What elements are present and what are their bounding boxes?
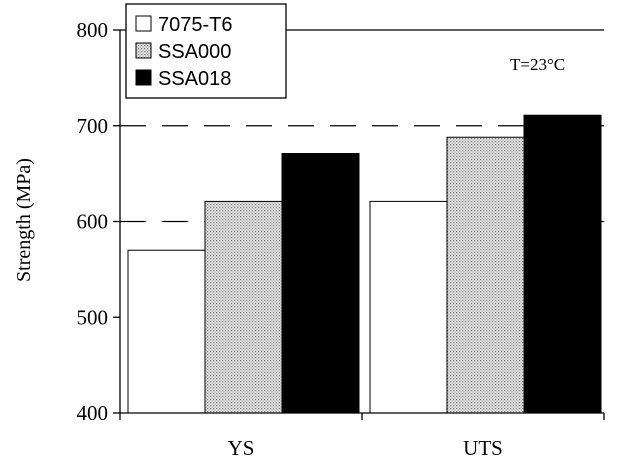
legend: 7075-T6 SSA000 SSA018 (125, 3, 287, 99)
y-axis-title: Strength (MPa) (13, 158, 35, 282)
x-tick-label-ys: YS (228, 436, 255, 460)
legend-swatch-7075-t6 (135, 15, 152, 32)
bar-uts-ssa000 (446, 136, 525, 414)
legend-label-7075-t6: 7075-T6 (158, 14, 233, 36)
bar-ys-ssa000 (204, 200, 283, 414)
bar-uts-ssa018 (523, 114, 602, 414)
legend-box (125, 3, 287, 99)
temperature-annotation: T=23°C (510, 55, 565, 74)
y-tick-label-800: 800 (77, 18, 109, 42)
y-tick-label-600: 600 (77, 210, 109, 234)
bar-uts-7075-t6 (369, 200, 448, 414)
y-tick-label-400: 400 (77, 401, 109, 425)
legend-swatch-ssa000 (135, 42, 152, 59)
y-tick-label-500: 500 (77, 305, 109, 329)
axes: 400 500 600 700 800 YS UTS (77, 18, 605, 460)
bars (127, 114, 602, 414)
y-tick-label-700: 700 (77, 114, 109, 138)
legend-label-ssa018: SSA018 (158, 68, 231, 90)
legend-swatch-ssa018 (135, 69, 152, 86)
x-tick-label-uts: UTS (463, 436, 503, 460)
bar-ys-7075-t6 (127, 249, 206, 414)
legend-label-ssa000: SSA000 (158, 41, 231, 63)
bar-ys-ssa018 (281, 153, 360, 414)
